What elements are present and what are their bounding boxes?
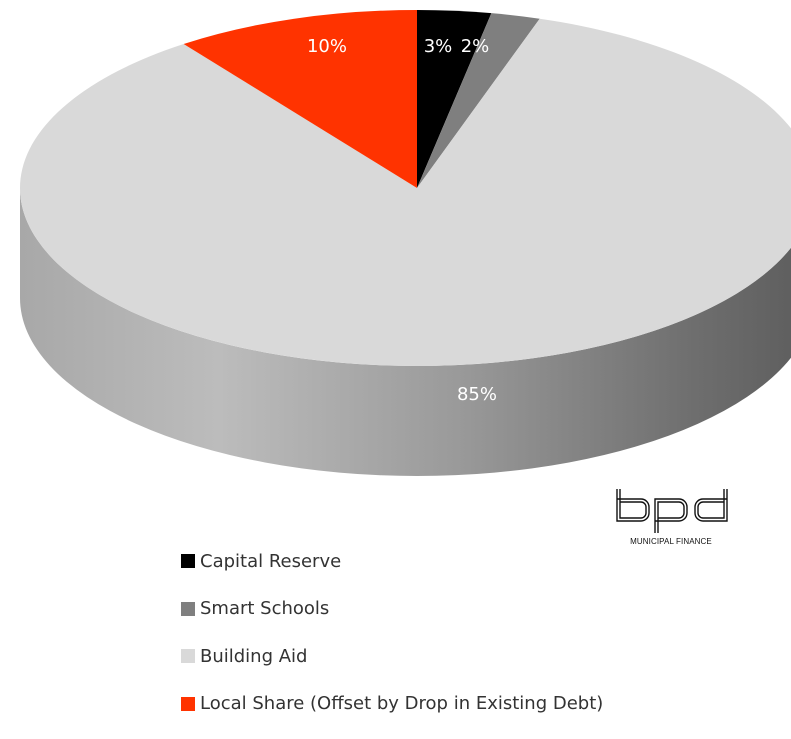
legend-swatch — [181, 601, 195, 616]
legend-swatch — [181, 696, 195, 711]
chart-legend: Capital Reserve Smart Schools Building A… — [181, 549, 603, 739]
slice-label: 3% — [424, 36, 453, 57]
pie-slice-capital — [417, 10, 492, 188]
pie-slice-building — [20, 18, 791, 366]
legend-label: Smart Schools — [200, 598, 330, 619]
pie-side-surface — [20, 188, 791, 476]
legend-item-smart-schools: Smart Schools — [181, 597, 603, 621]
bpd-logo: MUNICIPAL FINANCE — [609, 481, 733, 547]
slice-label: 10% — [307, 36, 347, 57]
pie-slice-smart — [417, 13, 540, 189]
legend-item-building-aid: Building Aid — [181, 644, 603, 668]
pie-side-wall — [20, 188, 791, 476]
legend-label: Local Share (Offset by Drop in Existing … — [200, 693, 604, 714]
slice-label: 2% — [461, 36, 490, 57]
slice-label: 85% — [457, 384, 497, 405]
legend-swatch — [181, 649, 195, 663]
legend-label: Building Aid — [200, 645, 308, 667]
pie-chart: 3% 2% 85% 10% — [20, 9, 791, 476]
logo-caption: MUNICIPAL FINANCE — [630, 537, 712, 546]
pie-slice-local — [183, 9, 417, 188]
legend-label: Capital Reserve — [200, 550, 342, 572]
legend-swatch — [181, 554, 195, 568]
legend-item-capital-reserve: Capital Reserve — [181, 549, 603, 573]
bpd-wordmark-icon — [616, 489, 728, 533]
legend-item-local-share: Local Share (Offset by Drop in Existing … — [181, 692, 603, 716]
